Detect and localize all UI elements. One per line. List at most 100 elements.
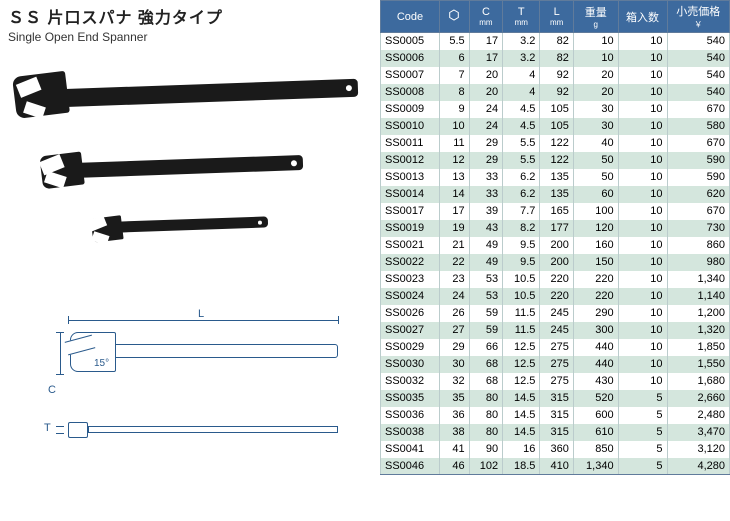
table-cell: 30 — [439, 356, 469, 373]
table-cell: 177 — [540, 220, 573, 237]
table-cell: 38 — [439, 424, 469, 441]
table-cell: 27 — [439, 322, 469, 339]
table-cell: 10 — [618, 33, 667, 50]
table-cell: 10 — [618, 271, 667, 288]
table-cell: 10 — [618, 101, 667, 118]
table-cell: 16 — [503, 441, 540, 458]
table-cell: 8.2 — [503, 220, 540, 237]
table-cell: 520 — [573, 390, 618, 407]
table-row: SS0023235310.5220220101,340 — [381, 271, 730, 288]
table-cell: 36 — [439, 407, 469, 424]
table-cell: SS0012 — [381, 152, 440, 169]
table-cell: 220 — [540, 288, 573, 305]
table-cell: 150 — [573, 254, 618, 271]
table-cell: 80 — [469, 390, 502, 407]
label-angle: 15° — [94, 358, 109, 369]
label-C: C — [48, 384, 56, 396]
table-cell: 135 — [540, 186, 573, 203]
table-body: SS00055.5173.2821010540SS00066173.282101… — [381, 33, 730, 475]
table-cell: SS0046 — [381, 458, 440, 475]
table-row: SS00464610218.54101,34054,280 — [381, 458, 730, 475]
spec-table: CodeCmmTmmLmm重量g箱入数小売価格￥ SS00055.5173.28… — [380, 0, 730, 475]
table-cell: 9 — [439, 101, 469, 118]
table-cell: SS0029 — [381, 339, 440, 356]
table-cell: 10 — [618, 373, 667, 390]
table-cell: 59 — [469, 305, 502, 322]
table-cell: 10 — [618, 356, 667, 373]
table-header: CodeCmmTmmLmm重量g箱入数小売価格￥ — [381, 1, 730, 33]
table-cell: 17 — [439, 203, 469, 220]
table-cell: 80 — [469, 424, 502, 441]
table-cell: 12.5 — [503, 339, 540, 356]
table-row: SS001919438.217712010730 — [381, 220, 730, 237]
table-cell: 165 — [540, 203, 573, 220]
table-cell: 105 — [540, 101, 573, 118]
table-cell: 43 — [469, 220, 502, 237]
table-cell: 440 — [573, 339, 618, 356]
table-row: SS0029296612.5275440101,850 — [381, 339, 730, 356]
table-cell: 66 — [469, 339, 502, 356]
table-cell: 10 — [573, 50, 618, 67]
col-header: 小売価格￥ — [667, 1, 729, 33]
col-header: 重量g — [573, 1, 618, 33]
table-cell: 3.2 — [503, 50, 540, 67]
table-cell: 540 — [667, 33, 729, 50]
table-cell: 10 — [618, 67, 667, 84]
col-header: Code — [381, 1, 440, 33]
table-cell: 82 — [540, 50, 573, 67]
table-cell: SS0030 — [381, 356, 440, 373]
table-cell: 10 — [618, 84, 667, 101]
table-cell: 33 — [469, 186, 502, 203]
table-cell: 9.5 — [503, 254, 540, 271]
table-cell: SS0035 — [381, 390, 440, 407]
table-cell: 90 — [469, 441, 502, 458]
table-cell: 24 — [469, 118, 502, 135]
table-cell: 10 — [618, 203, 667, 220]
table-cell: 92 — [540, 67, 573, 84]
table-cell: 315 — [540, 424, 573, 441]
table-cell: 60 — [573, 186, 618, 203]
table-cell: 540 — [667, 84, 729, 101]
table-cell: 220 — [540, 271, 573, 288]
table-cell: 220 — [573, 288, 618, 305]
col-header — [439, 1, 469, 33]
table-cell: SS0007 — [381, 67, 440, 84]
table-cell: SS0017 — [381, 203, 440, 220]
table-cell: 410 — [540, 458, 573, 475]
table-cell: 3,120 — [667, 441, 729, 458]
table-cell: 50 — [573, 152, 618, 169]
table-cell: 5 — [618, 441, 667, 458]
table-cell: 10.5 — [503, 288, 540, 305]
table-cell: 540 — [667, 67, 729, 84]
table-row: SS001313336.21355010590 — [381, 169, 730, 186]
table-cell: SS0014 — [381, 186, 440, 203]
label-L: L — [198, 308, 204, 320]
table-cell: 5.5 — [439, 33, 469, 50]
table-cell: 20 — [573, 67, 618, 84]
table-cell: 300 — [573, 322, 618, 339]
table-cell: 21 — [439, 237, 469, 254]
title-japanese: ＳＳ 片口スパナ 強力タイプ — [8, 4, 372, 28]
table-cell: SS0032 — [381, 373, 440, 390]
table-cell: 730 — [667, 220, 729, 237]
table-cell: 620 — [667, 186, 729, 203]
table-cell: 20 — [469, 84, 502, 101]
table-row: SS0030306812.5275440101,550 — [381, 356, 730, 373]
table-cell: 26 — [439, 305, 469, 322]
table-cell: 3.2 — [503, 33, 540, 50]
table-row: SS001717397.716510010670 — [381, 203, 730, 220]
table-row: SS00077204922010540 — [381, 67, 730, 84]
table-cell: 580 — [667, 118, 729, 135]
table-cell: 17 — [469, 33, 502, 50]
table-cell: SS0024 — [381, 288, 440, 305]
table-cell: 105 — [540, 118, 573, 135]
table-cell: 1,340 — [667, 271, 729, 288]
table-cell: 10 — [618, 288, 667, 305]
table-cell: 1,850 — [667, 339, 729, 356]
table-cell: 11.5 — [503, 305, 540, 322]
table-cell: 200 — [540, 237, 573, 254]
table-cell: 24 — [469, 101, 502, 118]
table-cell: 275 — [540, 339, 573, 356]
table-row: SS00055.5173.2821010540 — [381, 33, 730, 50]
table-cell: 122 — [540, 135, 573, 152]
